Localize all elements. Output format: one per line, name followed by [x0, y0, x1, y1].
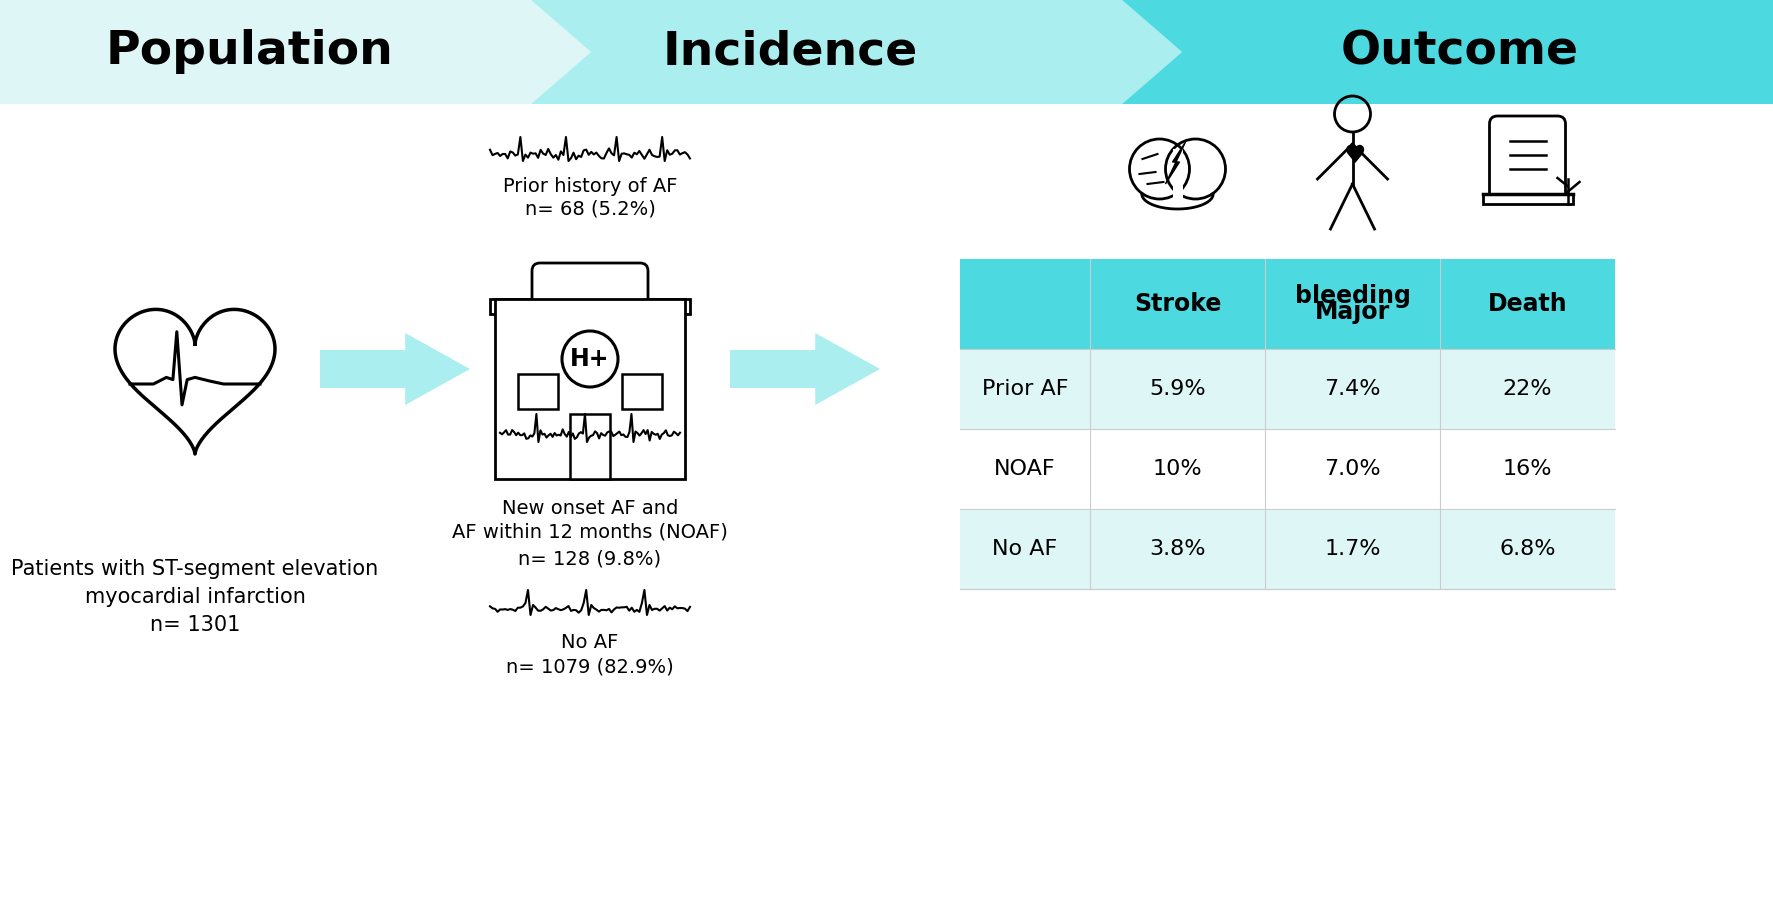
Text: Major: Major [1316, 300, 1390, 325]
Text: 6.8%: 6.8% [1500, 539, 1555, 559]
FancyBboxPatch shape [1482, 194, 1573, 204]
FancyBboxPatch shape [532, 263, 647, 319]
Text: New onset AF and: New onset AF and [502, 500, 679, 519]
Text: 5.9%: 5.9% [1149, 379, 1206, 399]
FancyBboxPatch shape [518, 374, 558, 409]
Text: 3.8%: 3.8% [1149, 539, 1206, 559]
Text: Patients with ST-segment elevation: Patients with ST-segment elevation [11, 559, 379, 579]
FancyBboxPatch shape [569, 414, 610, 479]
Text: ♥: ♥ [1344, 144, 1365, 168]
Text: n= 68 (5.2%): n= 68 (5.2%) [525, 200, 656, 218]
Text: bleeding: bleeding [1294, 283, 1411, 307]
Text: NOAF: NOAF [995, 459, 1055, 479]
Text: myocardial infarction: myocardial infarction [85, 587, 305, 607]
Polygon shape [1122, 0, 1773, 104]
Text: Prior history of AF: Prior history of AF [504, 176, 677, 195]
Text: Population: Population [106, 30, 394, 75]
Text: n= 1301: n= 1301 [149, 615, 239, 635]
Text: n= 128 (9.8%): n= 128 (9.8%) [518, 549, 661, 568]
Text: Death: Death [1488, 292, 1567, 316]
FancyBboxPatch shape [1489, 116, 1566, 202]
Text: 7.0%: 7.0% [1324, 459, 1381, 479]
Polygon shape [319, 333, 470, 405]
Text: 7.4%: 7.4% [1324, 379, 1381, 399]
Text: n= 1079 (82.9%): n= 1079 (82.9%) [505, 657, 674, 677]
FancyBboxPatch shape [495, 299, 684, 479]
FancyBboxPatch shape [959, 349, 1615, 429]
Polygon shape [530, 0, 1183, 104]
FancyBboxPatch shape [959, 429, 1615, 509]
Text: 16%: 16% [1504, 459, 1551, 479]
Text: AF within 12 months (NOAF): AF within 12 months (NOAF) [452, 522, 729, 541]
Text: No AF: No AF [993, 539, 1058, 559]
FancyBboxPatch shape [622, 374, 661, 409]
Polygon shape [730, 333, 879, 405]
Text: 22%: 22% [1504, 379, 1551, 399]
Text: Stroke: Stroke [1133, 292, 1222, 316]
Text: H+: H+ [571, 347, 610, 371]
Text: Prior AF: Prior AF [982, 379, 1069, 399]
Polygon shape [0, 0, 590, 104]
Text: 10%: 10% [1152, 459, 1202, 479]
FancyBboxPatch shape [0, 104, 1773, 899]
Polygon shape [489, 299, 690, 314]
Text: Incidence: Incidence [663, 30, 918, 75]
FancyBboxPatch shape [959, 509, 1615, 589]
Text: No AF: No AF [562, 633, 619, 652]
Text: Outcome: Outcome [1340, 30, 1580, 75]
FancyBboxPatch shape [1172, 149, 1183, 199]
Text: 1.7%: 1.7% [1324, 539, 1381, 559]
Polygon shape [1165, 142, 1186, 184]
FancyBboxPatch shape [959, 259, 1615, 349]
